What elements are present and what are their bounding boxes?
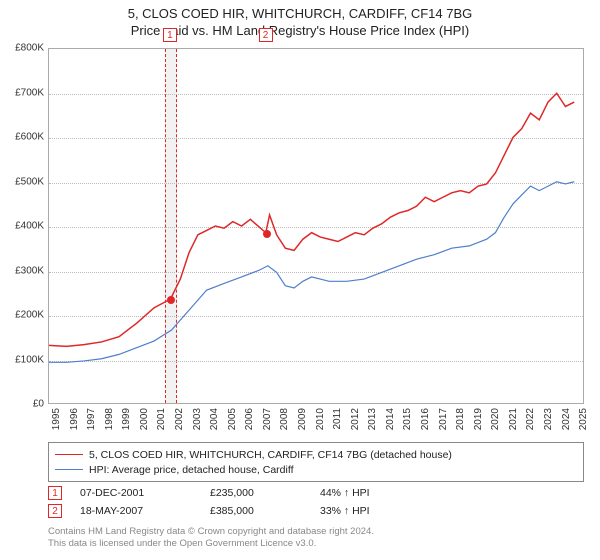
legend-item-hpi: HPI: Average price, detached house, Card… [55, 462, 577, 477]
y-tick-label: £100K [4, 354, 44, 365]
x-tick-label: 2013 [367, 408, 378, 430]
x-tick-label: 2001 [156, 408, 167, 430]
x-tick-label: 1998 [104, 408, 115, 430]
series-line-property_price [49, 93, 574, 346]
plot-area [48, 48, 584, 404]
x-tick-label: 2014 [385, 408, 396, 430]
x-tick-label: 2006 [244, 408, 255, 430]
y-tick-label: £200K [4, 310, 44, 321]
y-tick-label: £0 [4, 399, 44, 410]
sale-point-1 [167, 296, 175, 304]
x-tick-label: 2016 [420, 408, 431, 430]
x-tick-label: 2025 [578, 408, 589, 430]
y-tick-label: £400K [4, 221, 44, 232]
sale-hpi-2: 33% ↑ HPI [320, 505, 430, 517]
line-chart-svg [49, 49, 583, 403]
y-tick-label: £300K [4, 265, 44, 276]
footer-line-1: Contains HM Land Registry data © Crown c… [48, 526, 374, 538]
x-tick-label: 2011 [332, 408, 343, 430]
sale-row-2: 2 18-MAY-2007 £385,000 33% ↑ HPI [48, 502, 430, 520]
sale-point-2 [263, 230, 271, 238]
sale-marker-1: 1 [48, 486, 62, 500]
sale-hpi-1: 44% ↑ HPI [320, 487, 430, 499]
x-tick-label: 2009 [297, 408, 308, 430]
sale-marker-2: 2 [48, 504, 62, 518]
sale-price-2: £385,000 [210, 505, 320, 517]
sale-marker-box-1: 1 [163, 28, 177, 42]
y-tick-label: £800K [4, 43, 44, 54]
sales-table: 1 07-DEC-2001 £235,000 44% ↑ HPI 2 18-MA… [48, 484, 430, 520]
x-tick-label: 2012 [350, 408, 361, 430]
x-tick-label: 1997 [86, 408, 97, 430]
x-tick-label: 2021 [508, 408, 519, 430]
y-tick-label: £600K [4, 132, 44, 143]
x-tick-label: 2020 [490, 408, 501, 430]
x-tick-label: 2015 [402, 408, 413, 430]
x-tick-label: 1999 [121, 408, 132, 430]
footer-line-2: This data is licensed under the Open Gov… [48, 538, 374, 550]
x-tick-label: 1996 [69, 408, 80, 430]
legend-item-property: 5, CLOS COED HIR, WHITCHURCH, CARDIFF, C… [55, 447, 577, 462]
sale-price-1: £235,000 [210, 487, 320, 499]
x-tick-label: 2008 [279, 408, 290, 430]
x-tick-label: 2003 [192, 408, 203, 430]
chart-subtitle: Price paid vs. HM Land Registry's House … [0, 23, 600, 38]
sale-row-1: 1 07-DEC-2001 £235,000 44% ↑ HPI [48, 484, 430, 502]
chart-title-address: 5, CLOS COED HIR, WHITCHURCH, CARDIFF, C… [0, 6, 600, 21]
x-tick-label: 2018 [455, 408, 466, 430]
y-tick-label: £500K [4, 176, 44, 187]
legend: 5, CLOS COED HIR, WHITCHURCH, CARDIFF, C… [48, 442, 584, 482]
x-tick-label: 1995 [51, 408, 62, 430]
chart-container: 5, CLOS COED HIR, WHITCHURCH, CARDIFF, C… [0, 0, 600, 560]
x-tick-label: 2019 [473, 408, 484, 430]
x-tick-label: 2005 [227, 408, 238, 430]
x-tick-label: 2017 [438, 408, 449, 430]
x-tick-label: 2004 [209, 408, 220, 430]
y-tick-label: £700K [4, 87, 44, 98]
x-tick-label: 2007 [262, 408, 273, 430]
footer-attribution: Contains HM Land Registry data © Crown c… [48, 526, 374, 550]
x-tick-label: 2000 [139, 408, 150, 430]
legend-swatch-property [55, 454, 83, 455]
x-tick-label: 2002 [174, 408, 185, 430]
legend-label-hpi: HPI: Average price, detached house, Card… [89, 464, 294, 476]
series-line-hpi [49, 182, 574, 363]
x-tick-label: 2023 [543, 408, 554, 430]
sale-marker-box-2: 2 [259, 28, 273, 42]
legend-label-property: 5, CLOS COED HIR, WHITCHURCH, CARDIFF, C… [89, 449, 452, 461]
x-tick-label: 2010 [315, 408, 326, 430]
sale-date-1: 07-DEC-2001 [80, 487, 210, 499]
title-block: 5, CLOS COED HIR, WHITCHURCH, CARDIFF, C… [0, 0, 600, 38]
legend-swatch-hpi [55, 469, 83, 470]
sale-date-2: 18-MAY-2007 [80, 505, 210, 517]
x-tick-label: 2022 [525, 408, 536, 430]
x-tick-label: 2024 [561, 408, 572, 430]
